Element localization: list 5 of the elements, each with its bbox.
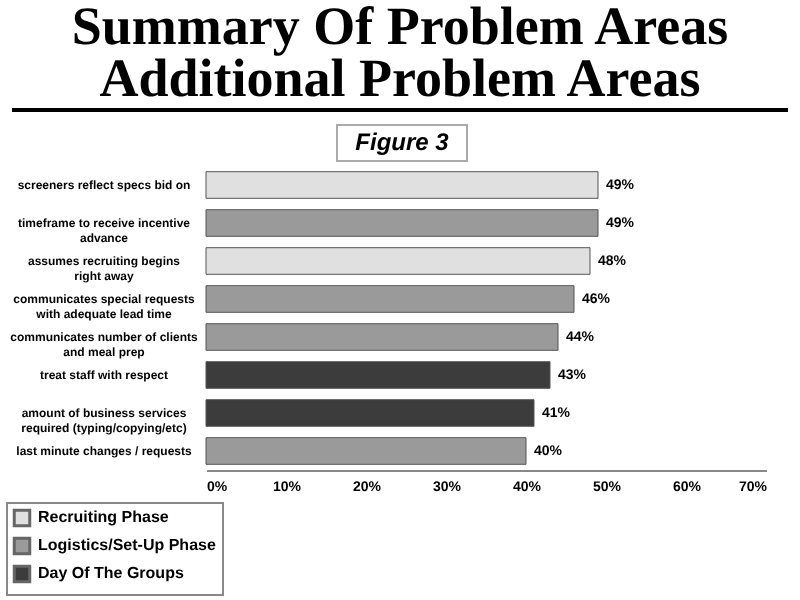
legend-label: Logistics/Set-Up Phase — [38, 536, 217, 554]
chart-title: Summary Of Problem Areas — [69, 0, 731, 56]
legend-label: Day Of The Groups — [38, 564, 185, 582]
legend-label: Recruiting Phase — [38, 508, 170, 526]
caption: Figure 3 — [336, 124, 468, 162]
